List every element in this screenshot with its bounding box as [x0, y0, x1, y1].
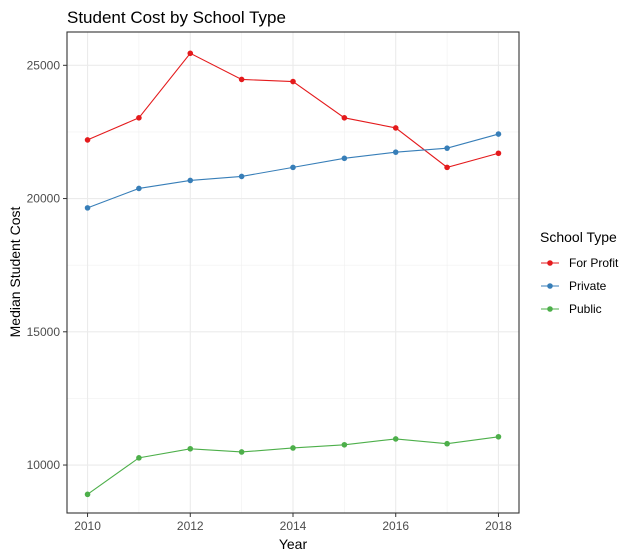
- legend-label-public: Public: [569, 302, 602, 316]
- data-point-public: [444, 440, 450, 447]
- x-tick-label: 2012: [177, 519, 204, 533]
- data-point-private: [444, 145, 450, 151]
- legend-label-for-profit: For Profit: [569, 256, 619, 270]
- legend: School Type For Profit Private Public: [540, 229, 619, 316]
- data-point-for-profit: [495, 150, 502, 157]
- data-point-public: [187, 445, 194, 452]
- data-point-public: [495, 433, 502, 440]
- data-point-for-profit: [84, 137, 91, 143]
- y-tick-label: 10000: [27, 458, 61, 472]
- legend-key-point-for-profit: [547, 260, 553, 266]
- data-point-public: [341, 441, 348, 448]
- y-tick-label: 25000: [27, 58, 61, 72]
- x-tick-label: 2016: [382, 519, 409, 533]
- data-point-for-profit: [187, 50, 194, 57]
- data-point-public: [392, 436, 399, 442]
- data-point-private: [290, 164, 296, 171]
- data-point-private: [341, 155, 348, 162]
- legend-label-private: Private: [569, 279, 607, 293]
- data-point-public: [136, 455, 142, 461]
- y-tick-label: 15000: [27, 325, 61, 339]
- y-axis-label: Median Student Cost: [7, 207, 23, 338]
- data-point-private: [187, 177, 194, 184]
- data-point-for-profit: [238, 76, 245, 83]
- x-tick-label: 2014: [280, 519, 307, 533]
- data-point-private: [392, 149, 399, 155]
- data-point-for-profit: [392, 125, 399, 131]
- data-point-private: [238, 173, 245, 180]
- data-point-private: [495, 131, 502, 137]
- data-point-public: [84, 491, 91, 498]
- chart-title: Student Cost by School Type: [67, 8, 286, 27]
- data-point-for-profit: [341, 115, 348, 121]
- legend-title: School Type: [540, 229, 617, 245]
- x-axis-label: Year: [279, 536, 308, 552]
- x-tick-label: 2010: [74, 519, 101, 533]
- data-point-public: [238, 449, 245, 455]
- legend-key-point-private: [547, 283, 553, 289]
- data-point-public: [290, 445, 296, 451]
- y-tick-label: 20000: [27, 192, 61, 206]
- data-point-private: [84, 205, 91, 211]
- data-point-private: [136, 185, 142, 192]
- data-point-for-profit: [290, 78, 296, 85]
- data-point-for-profit: [136, 115, 142, 121]
- data-point-for-profit: [444, 164, 450, 171]
- legend-key-point-public: [547, 306, 553, 312]
- x-tick-label: 2018: [485, 519, 512, 533]
